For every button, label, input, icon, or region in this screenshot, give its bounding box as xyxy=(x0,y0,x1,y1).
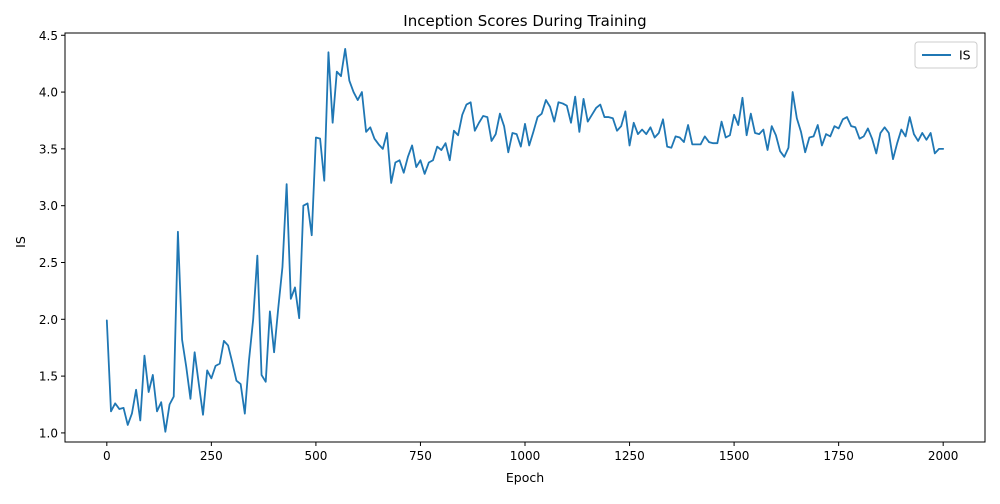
series-layer xyxy=(105,48,945,433)
y-tick-label: 2.5 xyxy=(39,256,58,270)
x-tick-label: 1500 xyxy=(719,449,750,463)
x-tick-label: 2000 xyxy=(928,449,959,463)
y-tick-label: 1.0 xyxy=(39,426,58,440)
x-axis-label: Epoch xyxy=(506,470,544,485)
legend-label-is: IS xyxy=(959,48,971,63)
x-tick-label: 1250 xyxy=(614,449,645,463)
y-tick-label: 3.0 xyxy=(39,199,58,213)
legend: IS xyxy=(914,41,978,69)
x-tick-label: 500 xyxy=(304,449,327,463)
y-tick-label: 4.5 xyxy=(39,29,58,43)
plot-area-frame xyxy=(64,32,986,443)
y-tick-label: 2.0 xyxy=(39,313,58,327)
chart-title: Inception Scores During Training xyxy=(403,12,646,30)
y-tick-label: 1.5 xyxy=(39,370,58,384)
x-tick-label: 250 xyxy=(200,449,223,463)
x-tick-label: 750 xyxy=(409,449,432,463)
x-tick-label: 0 xyxy=(103,449,111,463)
x-tick-label: 1000 xyxy=(510,449,541,463)
series-line-is xyxy=(105,48,945,433)
y-tick-label: 3.5 xyxy=(39,142,58,156)
x-tick-label: 1750 xyxy=(823,449,854,463)
y-tick-label: 4.0 xyxy=(39,86,58,100)
axis-ticks: 0 250 500 750 1000 1250 1500 1750 2000 1.0 1.5 2.0 2… xyxy=(39,29,959,463)
y-axis-label: IS xyxy=(13,236,28,248)
